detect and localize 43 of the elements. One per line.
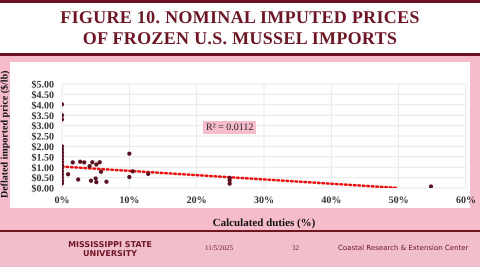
point bbox=[146, 172, 150, 176]
y-tick-label: $4.50 bbox=[32, 90, 54, 101]
point bbox=[76, 177, 80, 182]
y-tick-label: $5.00 bbox=[32, 80, 54, 91]
point bbox=[98, 170, 104, 174]
y-axis-title: Deflated imported price ($/lb) bbox=[0, 70, 11, 198]
point bbox=[87, 164, 92, 168]
point bbox=[130, 169, 135, 174]
y-tick-label: $1.50 bbox=[32, 152, 54, 164]
point bbox=[127, 152, 132, 156]
point bbox=[90, 160, 94, 164]
y-tick-label: $3.50 bbox=[32, 110, 54, 122]
chart-title: FIGURE 10. NOMINAL IMPUTED PRICES OF FROZEN U.S. MUSSEL IMPORTS bbox=[60, 7, 420, 49]
point bbox=[428, 184, 434, 188]
x-tick-label: 10% bbox=[119, 195, 140, 206]
point bbox=[88, 178, 94, 183]
y-tick-label: $0.00 bbox=[32, 184, 54, 195]
x-tick-label: 50% bbox=[388, 195, 409, 206]
point bbox=[127, 174, 132, 180]
point bbox=[94, 162, 98, 167]
x-tick-label: 20% bbox=[186, 195, 207, 206]
point bbox=[98, 160, 102, 164]
y-tick-label: $3.00 bbox=[32, 121, 54, 132]
point bbox=[78, 160, 82, 164]
point bbox=[228, 182, 232, 186]
y-tick-label: $4.00 bbox=[32, 100, 54, 112]
x-tick-label: 30% bbox=[254, 195, 274, 206]
y-tick-label: $2.00 bbox=[32, 142, 54, 153]
text: MISSISSIPPI STATE UNIVERSITY bbox=[67, 240, 153, 258]
y-tick-label: $2.50 bbox=[32, 132, 54, 143]
y-tick-label: $0.50 bbox=[32, 173, 54, 184]
x-tick-label: 40% bbox=[321, 195, 342, 206]
x-tick-label: 0% bbox=[54, 195, 70, 206]
point bbox=[70, 160, 75, 165]
point bbox=[94, 180, 98, 184]
point bbox=[94, 176, 98, 181]
y-tick-label: $1.00 bbox=[32, 162, 54, 174]
x-tick-label: 60% bbox=[456, 195, 476, 206]
point bbox=[104, 180, 109, 184]
point bbox=[66, 172, 70, 176]
point bbox=[82, 160, 86, 165]
x-axis-title: Calculated duties (%) bbox=[212, 217, 316, 229]
annotation: R² = 0.0112 bbox=[203, 121, 256, 134]
